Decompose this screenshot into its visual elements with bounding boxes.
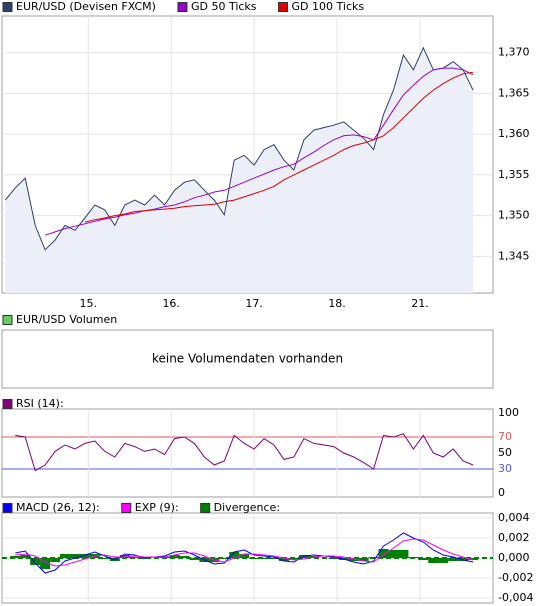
- y-tick-label: 30: [498, 462, 512, 475]
- y-tick-label: -0,002: [498, 571, 533, 584]
- divergence-bar: [239, 554, 250, 558]
- x-tick-label: 16.: [162, 297, 180, 310]
- x-tick-label: 17.: [245, 297, 263, 310]
- y-tick-label: 0: [498, 486, 505, 499]
- series-line: [84, 71, 474, 223]
- divergence-bar: [40, 558, 51, 569]
- divergence-bar: [229, 552, 240, 558]
- legend-label: EXP (9):: [135, 501, 179, 514]
- divergence-bar: [358, 558, 369, 561]
- legend-label: GD 50 Ticks: [191, 0, 257, 13]
- legend-label: GD 100 Ticks: [292, 0, 365, 13]
- x-tick-label: 21.: [411, 297, 429, 310]
- price-area: [5, 47, 474, 293]
- series-line: [4, 46, 474, 251]
- y-tick-label: 1,360: [498, 127, 530, 140]
- divergence-bar: [418, 558, 429, 560]
- divergence-bar: [20, 555, 31, 558]
- legend-swatch: [278, 2, 289, 12]
- legend-label: MACD (26, 12):: [16, 501, 100, 514]
- y-tick-label: 1,370: [498, 46, 530, 59]
- divergence-bar: [259, 558, 270, 559]
- annotation: keine Volumendaten vorhanden: [152, 352, 343, 366]
- legend-swatch: [121, 503, 132, 513]
- divergence-bar: [448, 558, 459, 561]
- divergence-bar: [169, 555, 180, 558]
- x-tick-label: 18.: [328, 297, 346, 310]
- legend-label: Divergence:: [214, 501, 280, 514]
- legend-label: EUR/USD Volumen: [16, 313, 117, 326]
- divergence-bar: [79, 554, 90, 558]
- series-line: [44, 67, 474, 236]
- divergence-bar: [30, 558, 41, 565]
- legend-label: RSI (14):: [16, 397, 64, 410]
- series-line: [15, 433, 474, 472]
- y-tick-label: 0,004: [498, 511, 530, 524]
- legend-swatch: [2, 503, 13, 513]
- series-line: [15, 538, 474, 567]
- y-tick-label: 100: [498, 406, 519, 419]
- legend-swatch: [200, 503, 211, 513]
- divergence-bar: [468, 558, 479, 560]
- divergence-bar: [50, 558, 61, 562]
- divergence-bar: [219, 558, 230, 559]
- divergence-bar: [69, 554, 80, 558]
- divergence-bar: [438, 558, 449, 563]
- x-tick-label: 15.: [80, 297, 98, 310]
- legend-swatch: [2, 399, 13, 409]
- divergence-bar: [179, 556, 190, 558]
- legend-swatch: [2, 315, 13, 325]
- y-tick-label: 1,350: [498, 209, 530, 222]
- divergence-bar: [388, 550, 399, 558]
- y-tick-label: 1,345: [498, 249, 530, 262]
- divergence-bar: [10, 556, 21, 558]
- legend-swatch: [177, 2, 188, 12]
- y-tick-label: 0,002: [498, 531, 530, 544]
- divergence-bar: [398, 550, 409, 558]
- y-tick-label: 1,365: [498, 86, 530, 99]
- y-tick-label: 70: [498, 430, 512, 443]
- y-tick-label: 1,355: [498, 168, 530, 181]
- legend-swatch: [2, 2, 13, 12]
- y-tick-label: 50: [498, 446, 512, 459]
- plot-frame: [1, 408, 494, 498]
- divergence-bar: [378, 549, 389, 558]
- divergence-bar: [99, 558, 110, 559]
- legend-label: EUR/USD (Devisen FXCM): [16, 0, 156, 13]
- y-tick-label: 0,000: [498, 551, 530, 564]
- divergence-bar: [428, 558, 439, 563]
- y-tick-label: -0,004: [498, 591, 533, 604]
- plot-frame: [1, 329, 494, 389]
- divergence-bar: [60, 554, 71, 558]
- series-line: [15, 532, 474, 574]
- divergence-bar: [278, 558, 289, 561]
